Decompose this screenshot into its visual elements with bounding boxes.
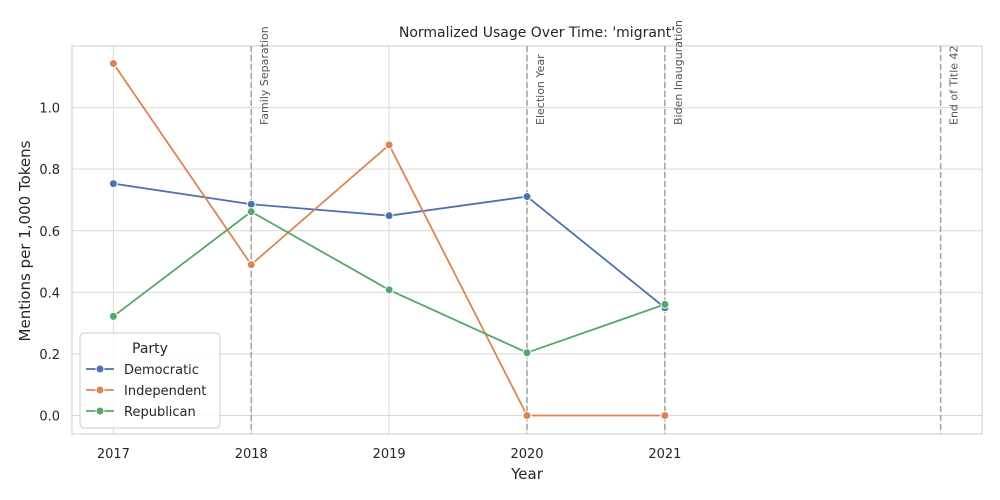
series-independent [108, 59, 670, 421]
x-axis-label: Year [510, 465, 544, 483]
data-point [522, 348, 532, 358]
y-tick-label: 0.2 [39, 348, 60, 363]
tick-labels: 0.0 0.2 0.4 0.6 0.8 1.0 2017 2018 2019 2020 2021 [39, 102, 681, 462]
legend-swatch-marker [95, 406, 105, 416]
y-axis-label: Mentions per 1,000 Tokens [16, 140, 34, 341]
legend-entry-independent: Independent [124, 384, 206, 399]
legend-box [79, 332, 221, 429]
legend-title: Party [132, 341, 168, 357]
legend-entry-democratic: Democratic [124, 363, 199, 378]
data-point [246, 260, 256, 270]
data-point [108, 179, 118, 189]
data-point [522, 192, 532, 202]
data-point [384, 211, 394, 221]
data-point [660, 299, 670, 309]
data-point [246, 199, 256, 209]
y-tick-label: 0.4 [39, 286, 60, 301]
event-label: Family Separation [258, 26, 271, 125]
data-point [384, 140, 394, 150]
x-tick-label: 2021 [648, 447, 681, 462]
data-point [522, 411, 532, 421]
data-point [384, 285, 394, 295]
x-tick-label: 2017 [97, 447, 130, 462]
data-point [108, 59, 118, 69]
event-markers: Family Separation Election Year Biden Inau… [250, 20, 961, 434]
event-label: Biden Inauguration [672, 20, 685, 125]
legend-entry-republican: Republican [124, 405, 196, 420]
data-point [246, 207, 256, 217]
series-lines [108, 59, 670, 421]
event-label: Election Year [534, 54, 547, 125]
event-label: End of Title 42 [948, 45, 961, 125]
y-tick-label: 0.0 [39, 410, 60, 425]
legend: Party Democratic Independent Republican [79, 332, 221, 429]
x-tick-label: 2019 [373, 447, 406, 462]
y-tick-label: 0.8 [39, 163, 60, 178]
y-tick-label: 0.6 [39, 225, 60, 240]
chart-title: Normalized Usage Over Time: 'migrant' [399, 25, 675, 41]
data-point [660, 411, 670, 421]
x-tick-label: 2018 [235, 447, 268, 462]
legend-swatch-marker [95, 385, 105, 395]
y-tick-label: 1.0 [39, 102, 60, 117]
data-point [108, 311, 118, 321]
legend-swatch-marker [95, 364, 105, 374]
series-republican [108, 207, 670, 358]
x-tick-label: 2020 [510, 447, 543, 462]
